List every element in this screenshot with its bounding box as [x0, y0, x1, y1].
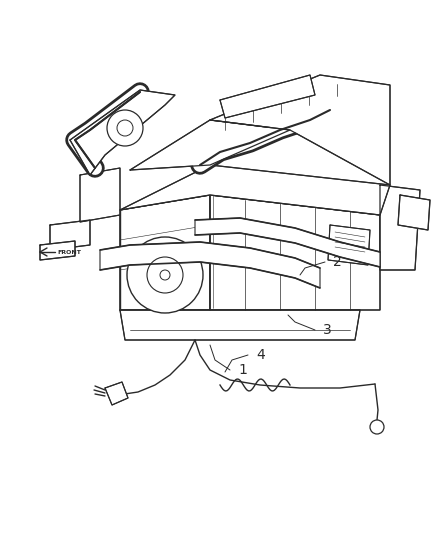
- Polygon shape: [220, 75, 315, 118]
- Polygon shape: [195, 218, 380, 267]
- Polygon shape: [70, 90, 175, 175]
- Text: 2: 2: [333, 255, 342, 269]
- Circle shape: [117, 120, 133, 136]
- Text: 4: 4: [256, 348, 265, 362]
- Polygon shape: [50, 220, 90, 250]
- Polygon shape: [80, 168, 120, 222]
- Polygon shape: [380, 185, 420, 270]
- Circle shape: [160, 270, 170, 280]
- Polygon shape: [120, 195, 210, 310]
- Polygon shape: [105, 382, 128, 405]
- Polygon shape: [130, 120, 290, 170]
- Circle shape: [107, 110, 143, 146]
- Polygon shape: [100, 242, 320, 288]
- Polygon shape: [210, 195, 380, 310]
- Text: 3: 3: [323, 323, 332, 337]
- Polygon shape: [398, 195, 430, 230]
- Text: 1: 1: [238, 363, 247, 377]
- Circle shape: [147, 257, 183, 293]
- Text: FRONT: FRONT: [57, 249, 81, 254]
- Polygon shape: [328, 225, 370, 265]
- Polygon shape: [210, 75, 390, 185]
- Polygon shape: [120, 310, 360, 340]
- Circle shape: [127, 237, 203, 313]
- Polygon shape: [40, 241, 75, 260]
- Circle shape: [370, 420, 384, 434]
- Polygon shape: [120, 165, 390, 215]
